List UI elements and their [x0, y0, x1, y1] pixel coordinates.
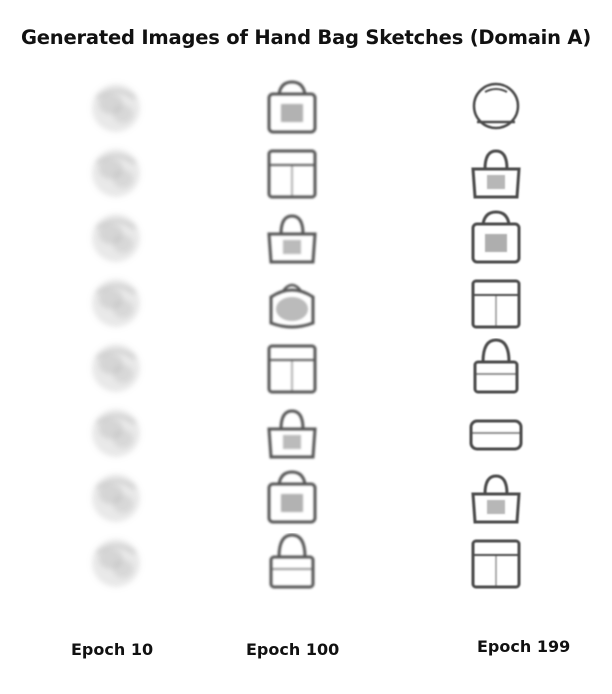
generated-sketch-epoch-199-7 [463, 468, 529, 528]
generated-sketch-epoch-10-7 [83, 468, 149, 528]
epoch-10-label: Epoch 10 [71, 640, 154, 659]
generated-sketch-epoch-100-3 [259, 208, 325, 268]
generated-sketch-epoch-100-4 [259, 273, 325, 333]
generated-sketch-epoch-10-8 [83, 533, 149, 593]
figure-title: Generated Images of Hand Bag Sketches (D… [20, 26, 592, 49]
generated-sketch-epoch-199-4 [463, 273, 529, 333]
column-epoch-10 [82, 78, 150, 593]
generated-sketch-epoch-10-2 [83, 143, 149, 203]
generated-sketch-epoch-10-1 [83, 78, 149, 138]
generated-sketch-epoch-199-6 [463, 403, 529, 463]
generated-sketch-epoch-100-8 [259, 533, 325, 593]
generated-sketch-epoch-10-4 [83, 273, 149, 333]
column-epoch-100 [258, 78, 326, 593]
generated-sketch-epoch-10-6 [83, 403, 149, 463]
generated-sketch-epoch-199-8 [463, 533, 529, 593]
column-epoch-199 [462, 78, 530, 593]
generated-sketch-epoch-199-1 [463, 78, 529, 138]
generated-sketch-epoch-199-3 [463, 208, 529, 268]
generated-sketch-epoch-100-6 [259, 403, 325, 463]
epoch-100-label: Epoch 100 [246, 640, 340, 659]
epoch-199-label: Epoch 199 [477, 637, 571, 656]
generated-sketch-epoch-199-5 [463, 338, 529, 398]
generated-sketch-epoch-100-7 [259, 468, 325, 528]
generated-sketch-epoch-10-3 [83, 208, 149, 268]
generated-sketch-epoch-100-5 [259, 338, 325, 398]
generated-sketch-epoch-100-2 [259, 143, 325, 203]
generated-sketch-epoch-100-1 [259, 78, 325, 138]
generated-sketch-epoch-10-5 [83, 338, 149, 398]
generated-sketch-epoch-199-2 [463, 143, 529, 203]
